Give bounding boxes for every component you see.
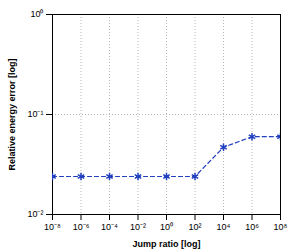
svg-text:10⁶: 10⁶ [245, 222, 259, 232]
svg-text:10⁸: 10⁸ [274, 222, 288, 232]
svg-text:10⁰: 10⁰ [160, 222, 173, 232]
svg-text:10⁻⁶: 10⁻⁶ [73, 222, 90, 232]
svg-text:10⁻⁴: 10⁻⁴ [101, 222, 118, 232]
svg-text:10⁴: 10⁴ [217, 222, 231, 232]
svg-text:Jump ratio [log]: Jump ratio [log] [133, 239, 201, 249]
svg-text:10⁰: 10⁰ [30, 9, 43, 19]
svg-text:10⁻⁸: 10⁻⁸ [44, 222, 61, 232]
svg-text:10⁻²: 10⁻² [27, 209, 43, 219]
svg-text:Relative energy error [log]: Relative energy error [log] [7, 58, 17, 170]
svg-text:10⁻²: 10⁻² [130, 222, 146, 232]
svg-text:10⁻¹: 10⁻¹ [27, 109, 43, 119]
svg-text:10²: 10² [188, 222, 201, 232]
